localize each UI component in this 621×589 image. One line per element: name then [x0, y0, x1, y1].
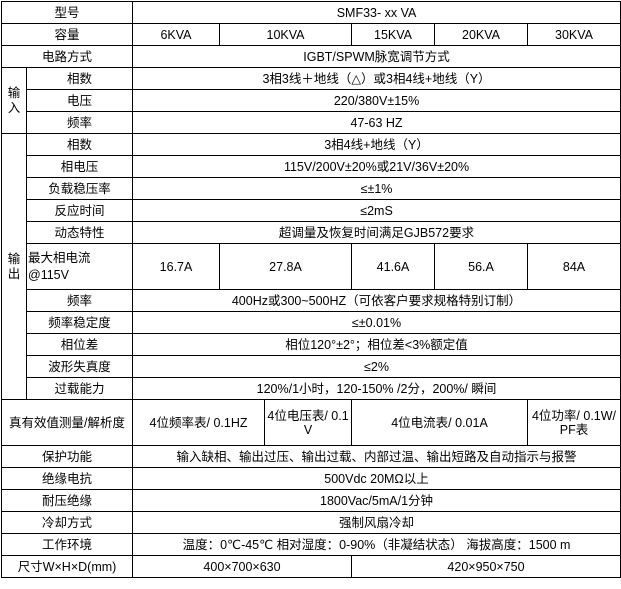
table-row-capacity: 容量 6KVA 10KVA 15KVA 20KVA 30KVA: [0, 23, 621, 46]
capacity-value-1: 6KVA: [132, 23, 221, 46]
section-label-input-text: 输入: [7, 86, 21, 115]
table-row-frequency-stability: 频率稳定度 ≤±0.01%: [2, 311, 621, 334]
max-current-value-5: 84A: [527, 243, 621, 290]
row-value-frequency-stability: ≤±0.01%: [132, 311, 621, 334]
table-row-insulation-resistance: 绝缘电抗 500Vdc 20MΩ以上: [0, 467, 621, 490]
row-value-response-time: ≤2mS: [132, 199, 621, 222]
row-value-input-frequency: 47-63 HZ: [132, 111, 621, 134]
row-label-phase-difference: 相位差: [25, 333, 134, 356]
row-label-max-current-line1: 最大相电流: [28, 250, 91, 265]
table-row-waveform-distortion: 波形失真度 ≤2%: [2, 355, 621, 378]
section-label-input: 输入: [1, 67, 27, 134]
row-label-insulation-resistance: 绝缘电抗: [0, 467, 134, 490]
table-row-overload: 过载能力 120%/1小时，120-150% /2分，200%/ 瞬间: [2, 377, 621, 400]
row-value-phase-difference: 相位120°±2°；相位差<3%额定值: [132, 333, 621, 356]
table-row-dimensions: 尺寸W×H×D(mm) 400×700×630 420×950×750: [0, 555, 621, 578]
table-row-output-frequency: 频率 400Hz或300~500HZ（可依客户要求规格特别订制）: [2, 289, 621, 312]
row-value-cooling: 强制风扇冷却: [132, 511, 621, 534]
row-value-circuit: IGBT/SPWM脉宽调节方式: [132, 45, 621, 68]
row-label-cooling: 冷却方式: [0, 511, 134, 534]
row-label-overload: 过载能力: [25, 377, 134, 400]
row-label-waveform-distortion: 波形失真度: [25, 355, 134, 378]
row-value-dielectric-strength: 1800Vac/5mA/1分钟: [132, 489, 621, 512]
section-label-output-text: 输出: [7, 252, 21, 281]
table-row-dynamic: 动态特性 超调量及恢复时间满足GJB572要求: [2, 221, 621, 244]
row-label-environment: 工作环境: [0, 533, 134, 556]
table-row-phase-difference: 相位差 相位120°±2°；相位差<3%额定值: [2, 333, 621, 356]
specification-table: 型号 SMF33- xx VA 容量 6KVA 10KVA 15KVA 20KV…: [0, 1, 621, 578]
row-value-input-voltage: 220/380V±15%: [132, 89, 621, 112]
row-label-dynamic: 动态特性: [25, 221, 134, 244]
max-current-value-3: 41.6A: [351, 243, 436, 290]
row-value-input-phase: 3相3线＋地线（△）或3相4线+地线（Y）: [132, 67, 621, 90]
row-label-capacity: 容量: [0, 23, 134, 46]
row-label-output-frequency: 频率: [25, 289, 134, 312]
row-value-output-phase: 3相4线+地线（Y）: [132, 133, 621, 156]
table-row-output-phase-voltage: 相电压 115V/200V±20%或21V/36V±20%: [2, 155, 621, 178]
meter-value-4: 4位功率/ 0.1W/PF表: [527, 399, 621, 446]
row-value-environment: 温度：0℃-45℃ 相对湿度：0-90%（非凝结状态） 海拔高度：1500 m: [132, 533, 621, 556]
row-label-frequency-stability: 频率稳定度: [25, 311, 134, 334]
row-value-insulation-resistance: 500Vdc 20MΩ以上: [132, 467, 621, 490]
table-row-protection: 保护功能 输入缺相、输出过压、输出过载、内部过温、输出短路及自动指示与报警: [0, 445, 621, 468]
row-value-output-phase-voltage: 115V/200V±20%或21V/36V±20%: [132, 155, 621, 178]
capacity-value-5: 30KVA: [527, 23, 621, 46]
dimension-value-1: 400×700×630: [132, 555, 353, 578]
row-label-dielectric-strength: 耐压绝缘: [0, 489, 134, 512]
row-label-load-regulation: 负载稳压率: [25, 177, 134, 200]
table-row-input-frequency: 频率 47-63 HZ: [2, 111, 621, 134]
max-current-value-4: 56.A: [434, 243, 529, 290]
row-value-waveform-distortion: ≤2%: [132, 355, 621, 378]
row-label-max-current-line2: @115V: [28, 267, 69, 282]
table-row-output-phase: 输出 相数 3相4线+地线（Y）: [1, 133, 621, 400]
table-row-dielectric-strength: 耐压绝缘 1800Vac/5mA/1分钟: [0, 489, 621, 512]
row-value-dynamic: 超调量及恢复时间满足GJB572要求: [132, 221, 621, 244]
table-row-input-phase: 输入 相数 3相3线＋地线（△）或3相4线+地线（Y）: [1, 67, 621, 134]
row-label-max-current: 最大相电流 @115V: [25, 243, 134, 290]
capacity-value-3: 15KVA: [351, 23, 436, 46]
row-label-input-voltage: 电压: [25, 89, 134, 112]
row-label-input-phase: 相数: [25, 67, 134, 90]
table-row-circuit: 电路方式 IGBT/SPWM脉宽调节方式: [0, 45, 621, 68]
dimension-value-2: 420×950×750: [351, 555, 621, 578]
row-label-output-phase-voltage: 相电压: [25, 155, 134, 178]
meter-value-1: 4位频率表/ 0.1HZ: [132, 399, 266, 446]
meter-value-3: 4位电流表/ 0.01A: [351, 399, 529, 446]
row-label-circuit: 电路方式: [0, 45, 134, 68]
table-row-input-voltage: 电压 220/380V±15%: [2, 89, 621, 112]
section-label-output: 输出: [1, 133, 27, 400]
row-label-protection: 保护功能: [0, 445, 134, 468]
row-value-overload: 120%/1小时，120-150% /2分，200%/ 瞬间: [132, 377, 621, 400]
capacity-value-4: 20KVA: [434, 23, 529, 46]
capacity-value-2: 10KVA: [219, 23, 353, 46]
row-label-input-frequency: 频率: [25, 111, 134, 134]
table-row-load-regulation: 负载稳压率 ≤±1%: [2, 177, 621, 200]
meter-value-2: 4位电压表/ 0.1V: [264, 399, 353, 446]
row-label-response-time: 反应时间: [25, 199, 134, 222]
row-label-model: 型号: [0, 1, 134, 24]
row-label-dimensions: 尺寸W×H×D(mm): [0, 555, 134, 578]
row-label-output-phase: 相数: [25, 133, 134, 156]
table-row-max-current: 最大相电流 @115V 16.7A 27.8A 41.6A 56.A 84A: [2, 243, 621, 290]
table-row-environment: 工作环境 温度：0℃-45℃ 相对湿度：0-90%（非凝结状态） 海拔高度：15…: [0, 533, 621, 556]
table-row-cooling: 冷却方式 强制风扇冷却: [0, 511, 621, 534]
row-value-output-frequency: 400Hz或300~500HZ（可依客户要求规格特别订制）: [132, 289, 621, 312]
row-value-protection: 输入缺相、输出过压、输出过载、内部过温、输出短路及自动指示与报警: [132, 445, 621, 468]
row-label-meter: 真有效值测量/解析度: [0, 399, 134, 446]
table-row-model: 型号 SMF33- xx VA: [0, 1, 621, 24]
row-value-model: SMF33- xx VA: [132, 1, 621, 24]
table-row-meter: 真有效值测量/解析度 4位频率表/ 0.1HZ 4位电压表/ 0.1V 4位电流…: [0, 399, 621, 446]
table-row-response-time: 反应时间 ≤2mS: [2, 199, 621, 222]
max-current-value-1: 16.7A: [132, 243, 221, 290]
row-value-load-regulation: ≤±1%: [132, 177, 621, 200]
max-current-value-2: 27.8A: [219, 243, 353, 290]
